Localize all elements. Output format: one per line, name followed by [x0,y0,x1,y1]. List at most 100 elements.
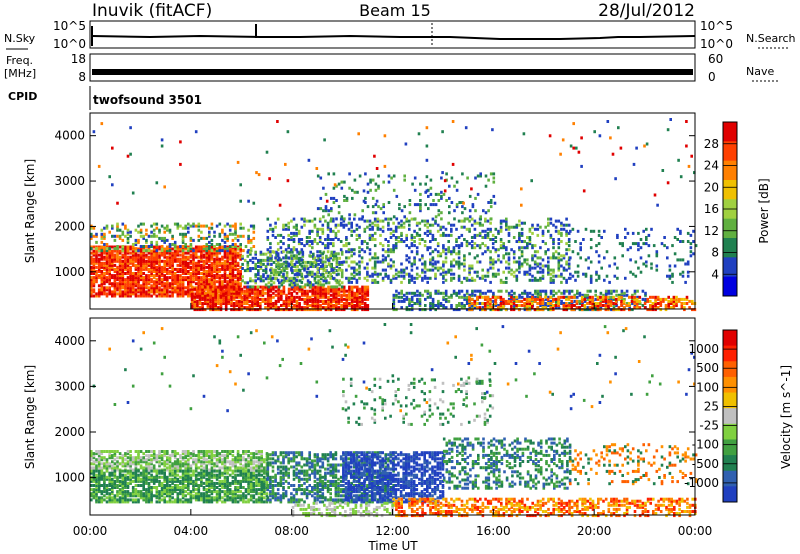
power-echo [187,280,190,284]
power-echo [296,271,299,275]
power-echo [147,292,151,296]
power-echo [284,276,288,280]
power-echo [269,304,273,307]
power-echo [523,246,526,250]
velocity-echo [116,462,119,466]
power-echo [295,285,299,289]
power-echo [562,291,566,295]
velocity-echo [97,466,101,470]
power-echo [137,276,140,280]
power-echo [335,299,338,303]
power-echo [458,201,461,204]
power-echo [369,188,372,192]
power-echo [176,280,180,284]
power-echo [612,295,615,299]
power-echo [166,267,169,271]
power-echo [290,268,293,272]
power-echo [379,272,382,276]
power-echo [416,289,419,293]
power-echo [241,256,244,260]
power-echo [282,236,285,239]
power-echo [292,225,296,229]
power-echo [298,302,301,305]
power-echo [139,292,143,296]
power-echo [221,265,224,269]
station-title: Inuvik (fitACF) [92,1,212,21]
power-echo [463,262,466,266]
power-echo [187,270,190,273]
power-echo [578,299,582,303]
power-echo [90,255,93,259]
power-echo [410,274,414,278]
power-echo [554,229,558,233]
power-echo [95,245,98,249]
power-echo [223,247,227,251]
power-echo [445,199,448,202]
power-echo [218,280,222,284]
power-echo [423,266,427,270]
power-echo [228,276,232,280]
power-echo [259,267,263,270]
power-echo [298,289,301,293]
power-echo [327,260,331,264]
power-echo [458,291,461,295]
power-echo [111,292,114,296]
power-echo [387,174,391,178]
power-echo [126,247,130,251]
power-echo [95,280,98,284]
power-echo [591,299,594,303]
power-echo [455,205,459,209]
power-echo [277,308,280,312]
power-echo [337,182,341,186]
power-echo [118,292,122,296]
power-echo [208,240,211,244]
power-echo [476,289,479,293]
power-echo [476,295,479,299]
power-echo [187,294,190,298]
power-echo [434,221,437,225]
power-echo [316,287,320,291]
power-echo [192,292,195,296]
power-echo [184,226,187,230]
power-echo [353,274,356,278]
power-echo [405,306,409,310]
power-echo [513,306,516,310]
power-echo [293,306,296,310]
power-data [90,118,698,312]
power-echo [118,270,122,273]
power-echo [327,281,331,285]
power-echo [103,280,106,284]
power-echo [447,250,450,254]
power-echo [213,278,216,282]
power-echo [257,173,261,177]
power-echo [231,257,235,261]
power-echo [384,258,387,262]
power-echo [330,196,333,200]
power-echo [202,247,206,251]
power-echo [184,278,187,282]
power-echo [395,194,399,198]
power-echo [646,299,649,303]
power-echo [317,279,320,283]
power-echo [208,226,211,230]
power-echo [484,236,487,239]
power-echo [213,257,216,261]
power-echo [306,283,310,287]
power-echo [245,293,249,297]
power-echo [137,259,140,263]
power-echo [158,236,161,240]
power-echo [103,267,106,271]
power-echo [134,255,138,259]
power-echo [176,267,180,271]
power-echo [486,270,490,274]
power-echo [126,282,130,286]
power-echo [381,225,385,229]
velocity-echo [113,452,117,456]
power-echo [394,268,398,272]
power-echo [437,209,441,213]
power-echo [189,278,193,282]
power-echo [521,291,524,295]
power-echo [213,267,216,271]
power-echo [200,253,203,257]
power-echo [387,221,390,225]
